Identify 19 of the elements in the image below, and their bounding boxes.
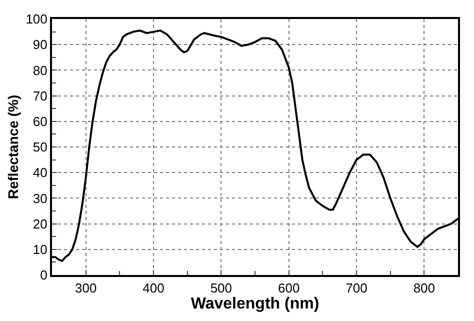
y-tick-label: 70 bbox=[32, 88, 48, 104]
x-tick-label: 800 bbox=[413, 280, 436, 296]
x-tick-label: 300 bbox=[74, 280, 97, 296]
y-tick-label: 100 bbox=[26, 12, 48, 27]
x-tick-label: 500 bbox=[210, 280, 232, 296]
y-tick-label: 30 bbox=[32, 190, 48, 206]
y-tick-label: 60 bbox=[32, 114, 48, 129]
x-axis-title: Wavelength (nm) bbox=[190, 296, 320, 313]
y-tick-label: 20 bbox=[32, 216, 48, 232]
x-tick-label: 400 bbox=[142, 280, 164, 296]
y-tick-label: 40 bbox=[32, 165, 48, 180]
x-tick-label: 700 bbox=[346, 280, 368, 296]
x-tick-label: 600 bbox=[278, 280, 300, 296]
y-tick-label: 0 bbox=[40, 268, 48, 283]
y-tick-label: 80 bbox=[32, 62, 48, 78]
y-tick-label: 10 bbox=[32, 242, 48, 257]
y-tick-label: 50 bbox=[32, 140, 48, 155]
y-axis-title: Reflectance (%) bbox=[4, 94, 21, 200]
y-tick-label: 90 bbox=[32, 37, 48, 52]
